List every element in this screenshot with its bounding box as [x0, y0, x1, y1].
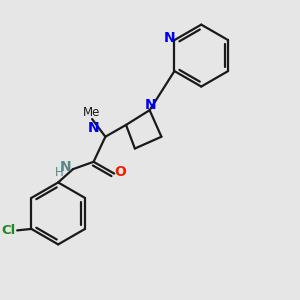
Text: H: H [55, 166, 63, 179]
Text: N: N [60, 160, 71, 174]
Text: Cl: Cl [2, 224, 16, 237]
Text: N: N [88, 121, 99, 135]
Text: Me: Me [83, 106, 100, 119]
Text: N: N [163, 31, 175, 45]
Text: N: N [145, 98, 156, 112]
Text: O: O [114, 165, 126, 179]
